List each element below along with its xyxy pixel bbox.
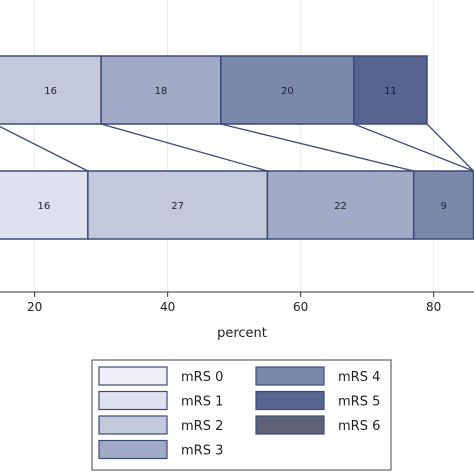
legend-swatch: [255, 415, 325, 435]
x-axis: 20 40 60 80: [0, 291, 474, 314]
connector-line: [0, 125, 89, 172]
x-axis-title: percent: [217, 326, 267, 341]
legend-swatch: [255, 366, 325, 386]
bar-segment-mrs-2: [87, 170, 269, 240]
bar-segment-mrs-1: [0, 170, 89, 240]
bar-segment-mrs-4: [220, 55, 355, 125]
bar-segment-mrs-3: [266, 170, 415, 240]
connector-line: [220, 123, 414, 172]
bar-value-label: 16: [44, 86, 57, 97]
stacked-bars: 11316182011121627229: [0, 55, 474, 240]
bar-segment-mrs-5: [353, 55, 428, 125]
bar-segment-mrs-2: [0, 55, 102, 125]
legend-swatch: [98, 439, 168, 460]
legend: mRS 0 mRS 1 mRS 2 mRS 3 mRS 4 mRS 5 mRS 6: [91, 359, 392, 471]
legend-label: mRS 4: [338, 370, 380, 385]
x-tick-label: 80: [426, 300, 441, 314]
legend-label: mRS 0: [181, 370, 223, 385]
x-tick-label: 60: [293, 300, 308, 314]
bar-value-label: 9: [440, 201, 446, 212]
legend-label: mRS 2: [181, 419, 223, 434]
grid-lines: [34, 0, 435, 292]
bar-value-label: 16: [38, 201, 51, 212]
connector-line: [353, 123, 474, 172]
legend-swatch: [98, 366, 168, 386]
legend-label: mRS 6: [338, 419, 380, 434]
bar-segment-mrs-4: [412, 170, 474, 240]
legend-label: mRS 3: [181, 444, 223, 459]
bar-value-label: 27: [171, 201, 184, 212]
x-tick-label: 40: [160, 300, 175, 314]
legend-label: mRS 5: [338, 395, 380, 410]
connector-line: [100, 123, 268, 172]
bar-value-label: 20: [281, 86, 294, 97]
bar-value-label: 18: [155, 86, 168, 97]
connector-lines: [0, 123, 474, 172]
bar-value-label: 22: [334, 201, 347, 212]
legend-label: mRS 1: [181, 395, 223, 410]
connector-line: [426, 123, 474, 172]
bar-value-label: 11: [384, 86, 397, 97]
bar-segment-mrs-3: [100, 55, 222, 125]
legend-swatch: [98, 390, 168, 411]
x-tick-label: 20: [27, 300, 42, 314]
legend-swatch: [98, 415, 168, 435]
legend-swatch: [255, 390, 325, 411]
